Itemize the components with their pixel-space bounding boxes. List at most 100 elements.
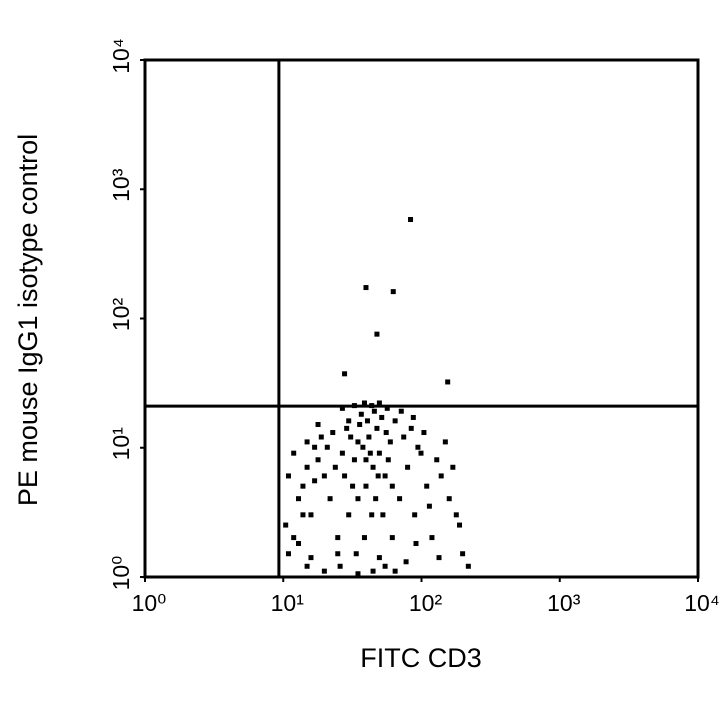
data-point — [344, 425, 350, 431]
data-point — [337, 563, 343, 569]
data-point — [355, 496, 361, 502]
data-point — [355, 571, 361, 577]
data-point — [360, 444, 366, 450]
data-point — [304, 439, 310, 445]
data-point — [436, 555, 442, 561]
data-point — [392, 568, 398, 574]
data-point — [405, 464, 411, 470]
data-point — [363, 483, 369, 489]
data-point — [418, 450, 424, 456]
data-point — [300, 483, 306, 489]
data-point — [327, 496, 333, 502]
data-point — [460, 551, 466, 557]
data-point — [424, 483, 430, 489]
data-point — [318, 434, 324, 440]
data-point — [304, 464, 310, 470]
data-point — [351, 457, 357, 463]
data-point — [346, 418, 352, 424]
data-point — [304, 563, 310, 569]
data-point — [389, 535, 395, 541]
data-point — [371, 408, 377, 414]
data-point — [364, 418, 370, 424]
data-point — [390, 289, 396, 295]
x-tick-label: 10¹ — [271, 590, 305, 616]
data-point — [324, 444, 330, 450]
data-point — [285, 551, 291, 557]
data-point — [434, 457, 440, 463]
data-point — [342, 371, 348, 377]
data-point — [403, 559, 409, 565]
data-point — [379, 414, 385, 420]
data-point — [296, 541, 302, 547]
y-tick-label: 10² — [108, 298, 134, 332]
y-tick-label: 10⁴ — [108, 38, 134, 73]
data-point — [355, 439, 361, 445]
data-point — [358, 411, 364, 417]
x-axis-title: FITC CD3 — [360, 643, 482, 673]
data-point — [321, 473, 327, 479]
data-point — [412, 512, 418, 518]
data-point — [366, 434, 372, 440]
data-point — [283, 522, 289, 528]
data-point — [450, 464, 456, 470]
data-point — [453, 512, 459, 518]
data-point — [382, 473, 388, 479]
x-tick-label: 10⁴ — [684, 590, 719, 616]
data-point — [401, 434, 407, 440]
x-tick-label: 10⁰ — [132, 590, 167, 616]
data-point — [291, 450, 297, 456]
y-tick-label: 10⁰ — [108, 556, 134, 591]
data-point — [346, 512, 352, 518]
data-point — [382, 563, 388, 569]
data-point — [383, 430, 389, 436]
data-point — [387, 439, 393, 445]
data-point — [350, 483, 356, 489]
y-axis-title: PE mouse IgG1 isotype control — [13, 134, 43, 506]
data-point — [300, 512, 306, 518]
data-point — [374, 331, 380, 337]
data-point — [312, 444, 318, 450]
data-point — [361, 400, 367, 406]
x-tick-label: 10³ — [547, 590, 581, 616]
data-point — [375, 473, 381, 479]
data-point — [398, 408, 404, 414]
y-tick-label: 10¹ — [108, 427, 134, 461]
data-point — [380, 512, 386, 518]
y-tick-label: 10³ — [108, 168, 134, 202]
data-point — [413, 541, 419, 547]
data-point — [442, 439, 448, 445]
data-point — [335, 551, 341, 557]
data-point — [445, 379, 451, 385]
data-point — [384, 405, 390, 411]
data-point — [392, 418, 398, 424]
data-point — [363, 457, 369, 463]
data-point — [363, 285, 369, 291]
data-point — [408, 425, 414, 431]
x-tick-label: 10² — [409, 590, 443, 616]
data-point — [291, 535, 297, 541]
data-point — [315, 421, 321, 427]
data-point — [410, 414, 416, 420]
data-point — [361, 535, 367, 541]
data-point — [376, 450, 382, 456]
data-point — [446, 496, 452, 502]
data-point — [389, 483, 395, 489]
plot-frame — [143, 58, 700, 579]
data-point — [308, 512, 314, 518]
data-point — [376, 555, 382, 561]
data-point — [465, 563, 471, 569]
data-point — [339, 405, 345, 411]
data-point — [315, 457, 321, 463]
data-point — [421, 430, 427, 436]
data-point — [373, 496, 379, 502]
data-point — [308, 555, 314, 561]
data-point — [429, 535, 435, 541]
data-point — [367, 450, 373, 456]
data-point — [321, 568, 327, 574]
data-point — [369, 512, 375, 518]
data-point — [330, 430, 336, 436]
data-point — [370, 568, 376, 574]
data-point — [285, 473, 291, 479]
data-point — [342, 473, 348, 479]
